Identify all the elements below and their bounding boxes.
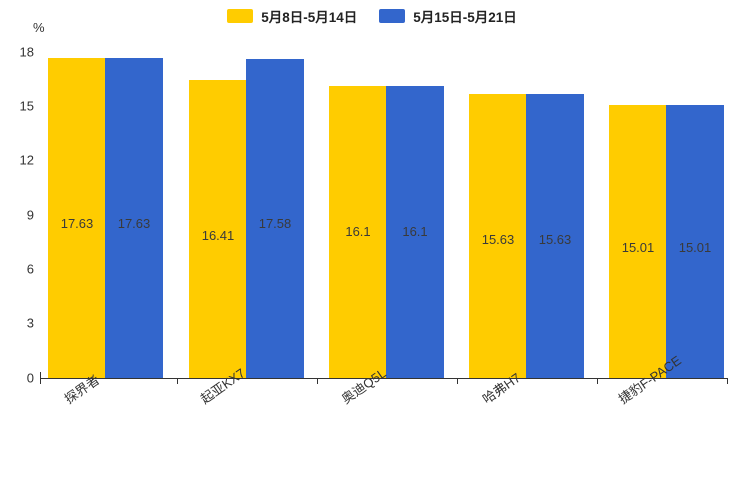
bar-value-series2-cat4: 15.63: [538, 232, 572, 247]
bar-series2-cat5[interactable]: [666, 105, 724, 378]
y-tick-label-9: 9: [26, 207, 34, 223]
y-tick-label-15: 15: [19, 98, 34, 114]
bar-series1-cat4[interactable]: [469, 94, 526, 378]
y-tick-label-18: 18: [19, 44, 34, 60]
bar-value-series1-cat4: 15.63: [481, 232, 515, 247]
bar-value-series1-cat3: 16.1: [345, 224, 371, 239]
y-tick-label-3: 3: [26, 315, 34, 331]
bar-series1-cat2[interactable]: [189, 80, 246, 378]
y-tick-label-0: 0: [26, 370, 34, 386]
y-axis-origin-tick: [40, 372, 41, 379]
bar-value-series1-cat2: 16.41: [201, 228, 235, 243]
bar-series1-cat5[interactable]: [609, 105, 666, 378]
x-tick-mark: [40, 378, 41, 384]
bar-value-series2-cat2: 17.58: [258, 216, 292, 231]
bar-value-series2-cat5: 15.01: [678, 240, 712, 255]
bar-series2-cat2[interactable]: [246, 59, 304, 378]
bar-value-series1-cat1: 17.63: [60, 216, 94, 231]
y-axis-unit-label: %: [33, 20, 45, 35]
bar-value-series2-cat1: 17.63: [117, 216, 151, 231]
bar-value-series2-cat3: 16.1: [402, 224, 428, 239]
x-axis-line: [40, 378, 728, 379]
y-tick-label-12: 12: [19, 152, 34, 168]
x-tick-mark: [727, 378, 728, 384]
bar-series2-cat3[interactable]: [386, 86, 444, 378]
bar-series1-cat3[interactable]: [329, 86, 386, 378]
bar-series1-cat1[interactable]: [48, 58, 105, 378]
x-tick-mark: [597, 378, 598, 384]
x-tick-mark: [457, 378, 458, 384]
x-tick-mark: [317, 378, 318, 384]
bar-series2-cat1[interactable]: [105, 58, 163, 378]
bar-series2-cat4[interactable]: [526, 94, 584, 378]
x-tick-mark: [177, 378, 178, 384]
y-tick-label-6: 6: [26, 261, 34, 277]
bar-value-series1-cat5: 15.01: [621, 240, 655, 255]
